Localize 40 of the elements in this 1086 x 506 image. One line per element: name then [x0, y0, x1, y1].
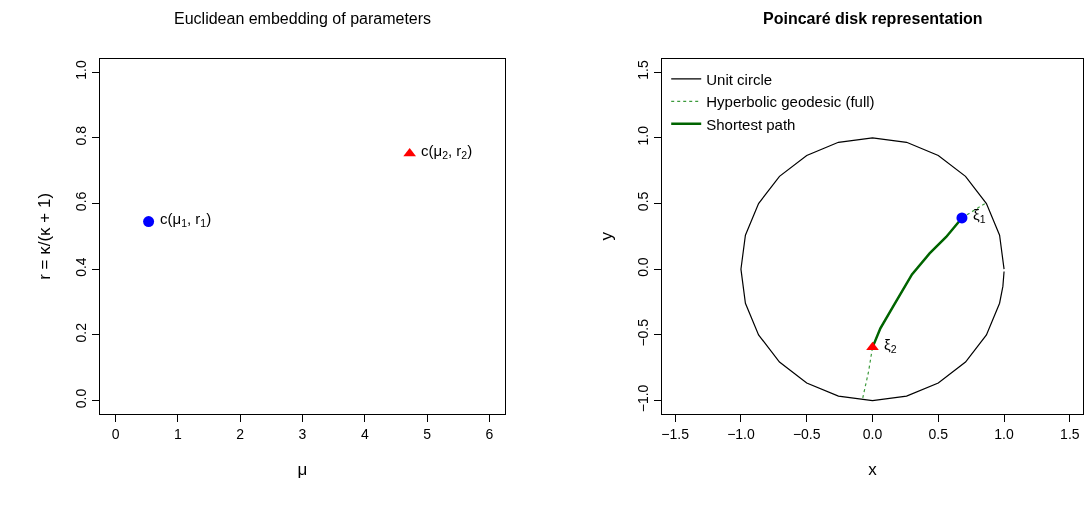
x-axis-title: μ — [297, 459, 308, 479]
annotation: ξ$_{1}$ — [973, 206, 986, 226]
x-tick-label: 4 — [360, 425, 369, 442]
x-tick-label: −1.0 — [727, 425, 755, 442]
x-tick-label: −0.5 — [792, 425, 821, 442]
annotation: c(μ$_{1}$, r$_{1}$) — [160, 210, 212, 230]
x-axis-title: x — [868, 459, 878, 479]
y-tick-label: 0.0 — [73, 388, 90, 409]
chart-title: Euclidean embedding of parameters — [174, 10, 432, 27]
y-tick-label: 1.0 — [635, 125, 652, 146]
y-tick-label: 0.6 — [73, 191, 90, 212]
legend-label: Shortest path — [706, 115, 796, 133]
y-tick-label: 1.0 — [73, 60, 90, 80]
y-tick-label: 0.5 — [635, 191, 652, 212]
y-axis-title: r = κ/(κ + 1) — [34, 192, 54, 280]
annotation: c(μ$_{2}$, r$_{2}$) — [421, 142, 473, 162]
x-tick-label: 1 — [173, 425, 182, 442]
y-axis-title: y — [596, 231, 616, 241]
x-tick-label: 1.0 — [994, 425, 1014, 442]
y-tick-label: 0.8 — [73, 125, 90, 146]
x-tick-label: 1.5 — [1060, 425, 1080, 442]
y-tick-label: 0.2 — [73, 322, 90, 343]
x-tick-label: 5 — [423, 425, 432, 442]
legend-label: Unit circle — [706, 70, 773, 88]
x-tick-label: 0 — [111, 425, 120, 442]
x-tick-label: 0.0 — [862, 425, 883, 442]
y-tick-label: 1.5 — [635, 60, 652, 80]
x-tick-label: 0.5 — [928, 425, 949, 442]
legend-label: Hyperbolic geodesic (full) — [706, 93, 875, 111]
x-tick-label: 3 — [298, 425, 307, 442]
x-tick-label: 6 — [485, 425, 494, 442]
x-tick-label: −1.5 — [661, 425, 690, 442]
chart-title: Poincaré disk representation — [763, 10, 983, 27]
y-tick-label: −1.0 — [635, 384, 652, 413]
line-series — [740, 137, 1005, 402]
y-tick-label: −0.5 — [635, 318, 652, 347]
annotation: ξ$_{2}$ — [884, 336, 897, 356]
y-tick-label: 0.4 — [73, 257, 90, 277]
y-tick-label: 0.0 — [635, 257, 652, 277]
x-tick-label: 2 — [236, 425, 245, 442]
